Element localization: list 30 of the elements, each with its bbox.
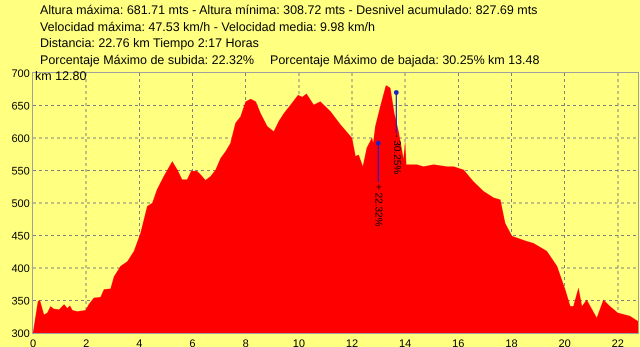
x-tick-label: 4 [136,338,142,347]
x-tick-label: 22 [612,338,624,347]
y-tick-label: 300 [11,328,30,340]
annotation: km 12.80 [35,69,86,83]
x-tick-label: 0 [30,338,36,347]
text: Velocidad máxima: 47.53 km/h - Velocidad media: 9.98 km/h [40,20,375,34]
x-tick-label: 16 [452,338,464,347]
x-tick-label: 2 [83,338,90,347]
y-tick-label: 450 [11,230,30,242]
x-tick-label: 18 [505,338,518,347]
x-tick-label: 14 [399,338,412,347]
y-tick-label: 650 [11,100,30,112]
text: Porcentaje Máximo de subida: 22.32% [40,53,254,67]
text: Altura máxima: 681.71 mts - Altura mínima: 308.72 mts - Desnivel acumulado: 827.69 mts [40,3,538,17]
x-tick-label: 6 [189,338,196,347]
y-tick-label: 400 [11,262,30,275]
x-tick-label: 12 [346,338,358,347]
y-tick-label: 550 [11,165,30,178]
y-tick-label: 700 [11,68,30,80]
text: Porcentaje Máximo de bajada: 30.25% [270,53,485,67]
annotation: + 22.32% [372,184,384,227]
y-tick-label: 350 [11,295,30,308]
annotation: - 30.25% [390,134,402,174]
x-tick-label: 10 [292,338,305,347]
text: km 13.48 [488,53,540,67]
y-tick-label: 500 [11,198,30,210]
y-tick-label: 600 [11,132,30,145]
text: Distancia: 22.76 km Tiempo 2:17 Horas [40,36,259,50]
x-tick-label: 20 [558,338,571,347]
x-tick-label: 8 [242,338,249,347]
